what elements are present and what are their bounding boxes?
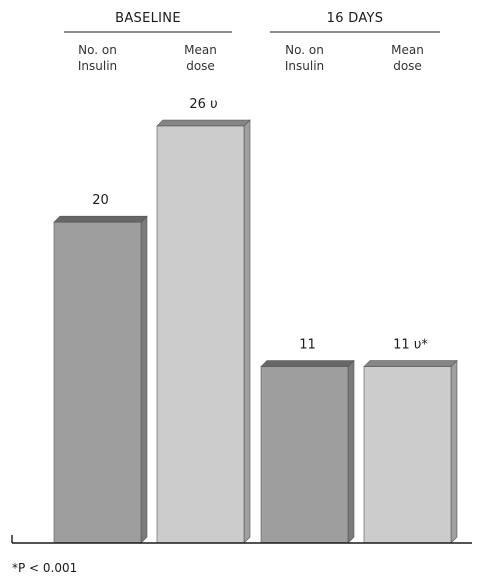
bar-side-1 — [243, 119, 251, 544]
value-label-1: 26 υ — [189, 97, 217, 112]
category-label-3: Mean dose — [391, 43, 424, 73]
bar-front-3 — [363, 366, 452, 544]
group-title-0: BASELINE — [115, 11, 181, 26]
bar-top-3 — [363, 360, 458, 367]
bar-side-2 — [347, 359, 355, 544]
value-label-2: 11 — [299, 338, 316, 353]
value-label-3: 11 υ* — [393, 338, 428, 353]
category-label-2: No. on Insulin — [285, 43, 324, 73]
bar-top-1 — [156, 119, 251, 127]
bar-3 — [363, 359, 458, 544]
footnote: *P < 0.001 — [12, 561, 77, 575]
value-label-0: 20 — [92, 193, 109, 208]
bar-top-2 — [260, 360, 355, 367]
bar-front-2 — [260, 366, 349, 544]
bar-top-0 — [53, 215, 148, 223]
bar-side-0 — [140, 215, 148, 544]
bar-side-3 — [450, 359, 458, 544]
category-label-0: No. on Insulin — [78, 43, 117, 73]
category-label-1: Mean dose — [184, 43, 217, 73]
bar-2 — [260, 359, 355, 544]
bar-1 — [156, 119, 251, 544]
group-title-1: 16 DAYS — [327, 11, 384, 26]
bar-front-0 — [53, 221, 142, 544]
bar-front-1 — [156, 125, 245, 544]
bar-0 — [53, 215, 148, 544]
